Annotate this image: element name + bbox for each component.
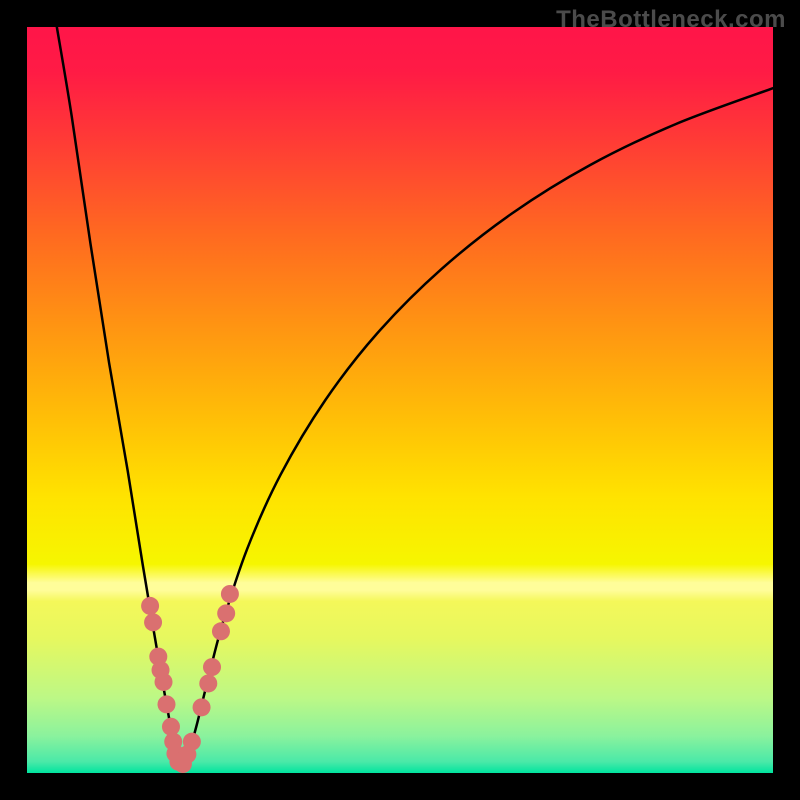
watermark-text: TheBottleneck.com [556,6,786,34]
bead-marker [199,674,217,692]
bead-marker [158,695,176,713]
bead-marker [144,613,162,631]
bead-marker [141,597,159,615]
bottleneck-chart [0,0,800,800]
bead-marker [203,658,221,676]
bead-marker [183,733,201,751]
bead-marker [155,673,173,691]
bead-marker [193,698,211,716]
chart-container: TheBottleneck.com [0,0,800,800]
plot-background [27,27,773,773]
bead-marker [217,604,235,622]
bead-marker [221,585,239,603]
bead-marker [212,622,230,640]
